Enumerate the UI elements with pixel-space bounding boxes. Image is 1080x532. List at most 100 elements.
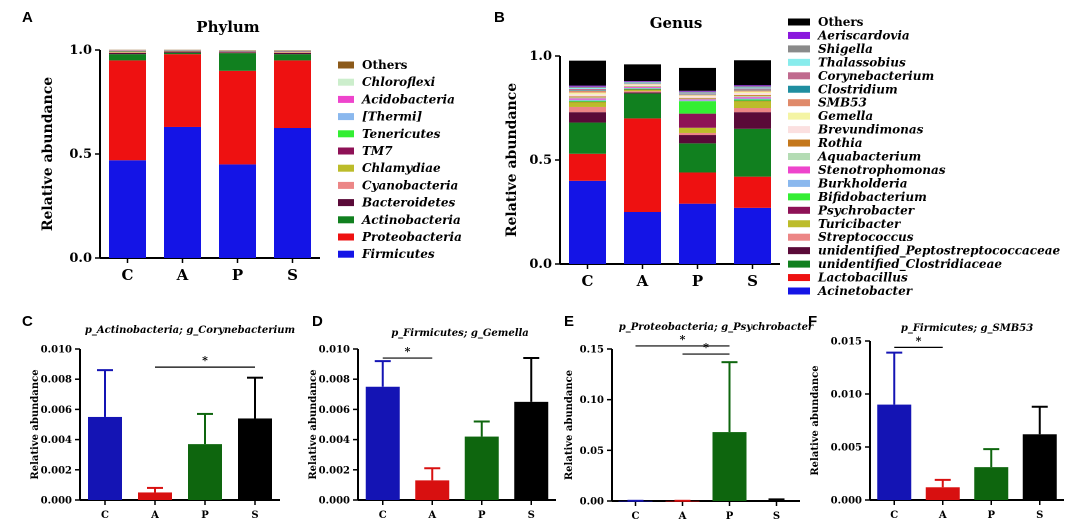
legend-item-acidobacteria: Acidobacteria [338, 92, 455, 106]
bar-segment-clostridium-s [734, 89, 771, 91]
legend-swatch [788, 72, 810, 80]
legend-item-others: Others [338, 58, 408, 72]
legend-swatch [338, 95, 354, 103]
legend-label: Aquabacterium [817, 150, 921, 164]
bar-segment-actinobacteria-a [164, 52, 201, 55]
y-tick-label: 0.002 [319, 465, 350, 476]
legend-label: Firmicutes [361, 247, 435, 261]
bar-segment-aeriscardovia-s [734, 85, 771, 87]
x-tick-label-p: P [987, 510, 995, 521]
legend-swatch [338, 61, 354, 69]
y-tick-label: 0.0 [69, 251, 92, 266]
legend-item-corynebacterium: Corynebacterium [788, 69, 934, 83]
bar-segment-smb53-p [679, 94, 716, 96]
y-tick-label: 0.006 [319, 405, 350, 416]
y-tick-label: 0.0 [529, 257, 552, 272]
bar-segment-aquabacterium-c [569, 97, 606, 99]
bar-segment-thalassobius-a [624, 82, 661, 84]
y-axis-label: Relative abundance [308, 369, 319, 479]
chart-title: Phylum [196, 18, 260, 36]
bar-p [974, 467, 1009, 500]
chart-title: p_Firmicutes; g_Gemella [391, 328, 529, 339]
bar-segment-smb53-s [734, 90, 771, 92]
bar-a [925, 487, 960, 500]
y-tick-label: 0.008 [41, 375, 72, 386]
legend-item-aquabacterium: Aquabacterium [788, 150, 921, 164]
legend-item-unidentified-clostridiaceae: unidentified_Clostridiaceae [788, 257, 1002, 272]
bar-segment-unidentified-clostridiaceae-a [624, 93, 661, 119]
chart-title: p_Proteobacteria; g_Psychrobacter [619, 322, 814, 333]
bar-segment-bifidobacterium-p [679, 101, 716, 114]
legend-label: Corynebacterium [818, 69, 934, 83]
y-tick-label: 0.000 [319, 496, 350, 507]
y-tick-label: 0.000 [831, 496, 862, 507]
legend-label: Aeriscardovia [817, 28, 910, 42]
bar-segment-gemella-p [679, 95, 716, 97]
y-axis-label: Relative abundance [30, 369, 41, 479]
legend-item-brevundimonas: Brevundimonas [788, 123, 924, 137]
bar-segment-gemella-a [624, 84, 661, 85]
bar-segment-actinobacteria-p [219, 53, 256, 71]
bar-segment-unidentified-clostridiaceae-s [734, 128, 771, 177]
bar-segment-cyanobacteria-c [109, 52, 146, 53]
legend-label: Cyanobacteria [362, 178, 458, 192]
legend-label: Thalassobius [818, 55, 906, 69]
legend-item-tm7: TM7 [338, 144, 393, 158]
legend-label: Lactobacillus [817, 271, 908, 285]
legend-label: Brevundimonas [817, 123, 924, 137]
bar-segment-others-s [734, 60, 771, 86]
x-tick-label-c: C [122, 266, 134, 284]
significance-star: * [680, 333, 686, 346]
bar-segment-aeriscardovia-p [679, 90, 716, 92]
legend-label: [Thermi] [362, 110, 423, 124]
significance-star: * [405, 345, 411, 358]
bar-segment-lactobacillus-c [569, 153, 606, 181]
legend-item-bifidobacterium: Bifidobacterium [788, 190, 927, 204]
legend-item-shigella: Shigella [788, 42, 873, 56]
legend-label: Acidobacteria [361, 92, 455, 106]
x-tick-label-s: S [747, 272, 758, 290]
bar-segment-others-p [679, 67, 716, 91]
legend-swatch [788, 287, 810, 295]
bar-segment-unidentified-peptostreptococcaceae-s [734, 112, 771, 129]
legend-label: TM7 [362, 144, 393, 158]
bar-c [877, 404, 912, 500]
legend-swatch [788, 247, 810, 255]
legend-swatch [788, 139, 810, 147]
bar-segment-bifidobacterium-s [734, 99, 771, 101]
bar-segment-proteobacteria-p [219, 70, 256, 165]
y-tick-label: 0.015 [831, 337, 862, 348]
bar-s [514, 401, 549, 500]
legend-label: Proteobacteria [361, 230, 462, 244]
x-tick-label-p: P [232, 266, 243, 284]
legend-item-firmicutes: Firmicutes [338, 247, 435, 261]
y-tick-label: 0.010 [41, 345, 72, 356]
legend-swatch [788, 112, 810, 120]
y-tick-label: 0.010 [319, 345, 350, 356]
legend-item-gemella: Gemella [788, 109, 873, 123]
legend-item-stenotrophomonas: Stenotrophomonas [788, 163, 946, 177]
legend-item-unidentified-peptostreptococcaceae: unidentified_Peptostreptococcaceae [788, 244, 1060, 259]
legend-item-clostridium: Clostridium [788, 82, 898, 96]
legend-item-rothia: Rothia [788, 136, 863, 150]
legend-item-proteobacteria: Proteobacteria [338, 230, 462, 244]
legend-label: Chlamydiae [362, 161, 441, 175]
bar-c [365, 386, 400, 500]
chart-title: Genus [650, 14, 703, 32]
legend-swatch [788, 31, 810, 39]
legend-label: Shigella [818, 42, 873, 56]
x-tick-label-p: P [478, 510, 486, 521]
bar-segment-corynebacterium-c [569, 88, 606, 91]
bar-segment-proteobacteria-a [164, 54, 201, 127]
bar-segment-burkholderia-a [624, 87, 661, 89]
legend-label: Streptococcus [818, 230, 914, 244]
legend-label: Acinetobacter [817, 284, 914, 298]
bar-segment-acinetobacter-a [624, 212, 661, 264]
bar-segment-thalassobius-c [569, 87, 606, 89]
x-tick-label-a: A [938, 510, 947, 521]
legend-label: Others [818, 15, 864, 29]
bar-segment-corynebacterium-s [734, 88, 771, 90]
legend-item-bacteroidetes: Bacteroidetes [338, 196, 455, 210]
bar-s [1022, 434, 1057, 500]
bar-segment-turicibacter-c [569, 101, 606, 107]
